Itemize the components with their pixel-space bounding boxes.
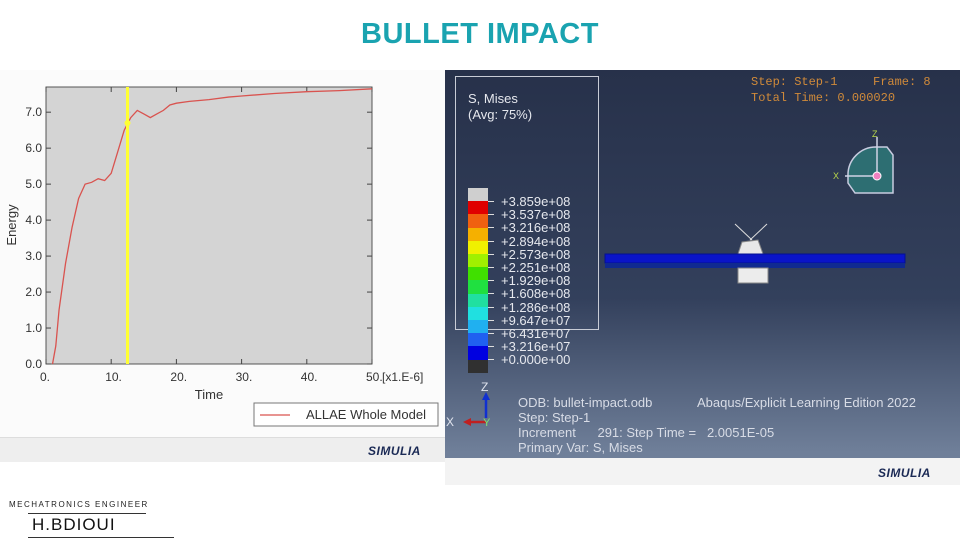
legend-box <box>253 402 439 427</box>
legend-swatch <box>468 293 488 307</box>
viewport-panel: S, Mises (Avg: 75%) +3.859e+08 +3.537e+08… <box>445 70 960 485</box>
y-tick-label: 0.0 <box>25 357 42 371</box>
plot-footer <box>0 437 445 462</box>
legend-tick <box>488 306 494 308</box>
x-tick-label: 0. <box>40 370 50 384</box>
divider <box>28 513 146 514</box>
legend-swatch <box>468 333 488 347</box>
energy-chart: 0. 10. 20. 30. 40. 50. [x1.E-6] 0.0 1.0 2.0 3.0 4.0… <box>4 86 439 427</box>
legend-swatch <box>468 306 488 320</box>
plot-area <box>45 86 373 365</box>
cursor-marker <box>124 119 131 126</box>
triad-z: Z <box>872 129 878 139</box>
y-tick-label: 4.0 <box>25 213 42 227</box>
x-tick-label: 20. <box>170 370 187 384</box>
increment-info: Increment 291: Step Time = 2.0051E-05 <box>518 425 775 440</box>
x-tick-label: 30. <box>236 370 253 384</box>
step-info: Step: Step-1 <box>518 410 591 425</box>
legend-value: +6.431e+07 <box>501 326 571 341</box>
svg-text:Y: Y <box>483 417 491 429</box>
legend-swatch <box>468 280 488 294</box>
model-view <box>604 223 906 284</box>
legend-swatch <box>468 214 488 228</box>
viewer-footer <box>445 458 960 485</box>
frame-label: Frame: 8 <box>873 75 931 89</box>
y-tick-label: 3.0 <box>25 249 42 263</box>
legend-swatch <box>468 267 488 281</box>
legend-swatch <box>468 201 488 215</box>
legend-swatch <box>468 188 488 202</box>
y-axis-label: Energy <box>4 204 19 246</box>
legend-tick <box>488 319 494 321</box>
author-role: MECHATRONICS ENGINEER <box>9 500 149 509</box>
legend-value: +1.608e+08 <box>501 286 571 302</box>
legend-tick <box>488 359 494 361</box>
legend-value: +2.573e+08 <box>501 246 571 262</box>
legend-value: +0.000e+00 <box>501 352 571 368</box>
legend-swatch <box>468 254 488 268</box>
legend-swatch <box>468 240 488 254</box>
series-line-allae <box>51 88 373 365</box>
legend-title: S, Mises <box>468 91 518 106</box>
author-name: H.BDIOUI <box>32 515 116 534</box>
legend-value: +3.537e+08 <box>501 207 571 223</box>
y-tick-label: 5.0 <box>25 177 42 191</box>
legend-tick <box>488 214 494 216</box>
simulia-logo: SIMULIA <box>878 466 931 480</box>
legend-tick <box>488 293 494 295</box>
legend-value: +2.894e+08 <box>501 233 571 249</box>
primary-var: Primary Var: S, Mises <box>518 440 643 455</box>
legend-tick <box>488 267 494 268</box>
page-title: BULLET IMPACT <box>361 18 599 50</box>
legend-value: +2.251e+08 <box>501 260 571 275</box>
legend-value: +3.859e+08 <box>501 194 571 209</box>
energy-plot-panel: 0. 10. 20. 30. 40. 50. [x1.E-6] 0.0 1.0 2.0 3.0 4.0… <box>0 70 445 462</box>
legend-value: +3.216e+08 <box>501 220 571 236</box>
legend-swatch <box>468 227 488 241</box>
y-tick-label: 7.0 <box>25 105 42 119</box>
step-label: Step: Step-1 <box>751 75 838 89</box>
x-tick-label: 50. <box>366 370 383 384</box>
legend-tick <box>488 333 494 334</box>
triad-x: X <box>833 171 839 181</box>
odb-name: ODB: bullet-impact.odb <box>518 395 653 410</box>
legend-value: +1.929e+08 <box>501 273 571 289</box>
legend-value: +1.286e+08 <box>501 299 571 315</box>
x-unit: [x1.E-6] <box>382 370 423 384</box>
y-tick-label: 1.0 <box>25 321 42 335</box>
svg-text:Z: Z <box>481 380 488 394</box>
legend-tick <box>488 253 494 255</box>
legend-label: ALLAE Whole Model <box>306 407 426 422</box>
total-time: Total Time: 0.000020 <box>751 91 896 105</box>
legend-tick <box>488 227 494 229</box>
y-tick-label: 2.0 <box>25 285 42 299</box>
legend-tick <box>488 240 494 242</box>
x-tick-label: 10. <box>105 370 122 384</box>
legend-value: +9.647e+07 <box>501 312 571 328</box>
y-tick-label: 6.0 <box>25 141 42 155</box>
legend-swatch <box>468 346 488 360</box>
legend-value: +3.216e+07 <box>501 339 571 355</box>
legend-tick <box>488 346 494 348</box>
legend-swatch <box>468 320 488 334</box>
legend-swatch <box>468 359 488 373</box>
simulia-logo: SIMULIA <box>368 444 421 458</box>
legend-avg: (Avg: 75%) <box>468 107 533 122</box>
svg-text:X: X <box>446 415 454 429</box>
global-axes-icon: Z X Y <box>446 380 491 429</box>
contour-legend: S, Mises (Avg: 75%) +3.859e+08 +3.537e+08… <box>455 76 599 373</box>
x-tick-label: 40. <box>301 370 318 384</box>
legend-tick <box>488 201 494 202</box>
legend-tick <box>488 280 494 282</box>
x-axis-label: Time <box>195 387 223 402</box>
edition-label: Abaqus/Explicit Learning Edition 2022 <box>697 395 916 410</box>
view-triad-icon: Z X <box>833 129 894 194</box>
divider <box>28 537 174 538</box>
